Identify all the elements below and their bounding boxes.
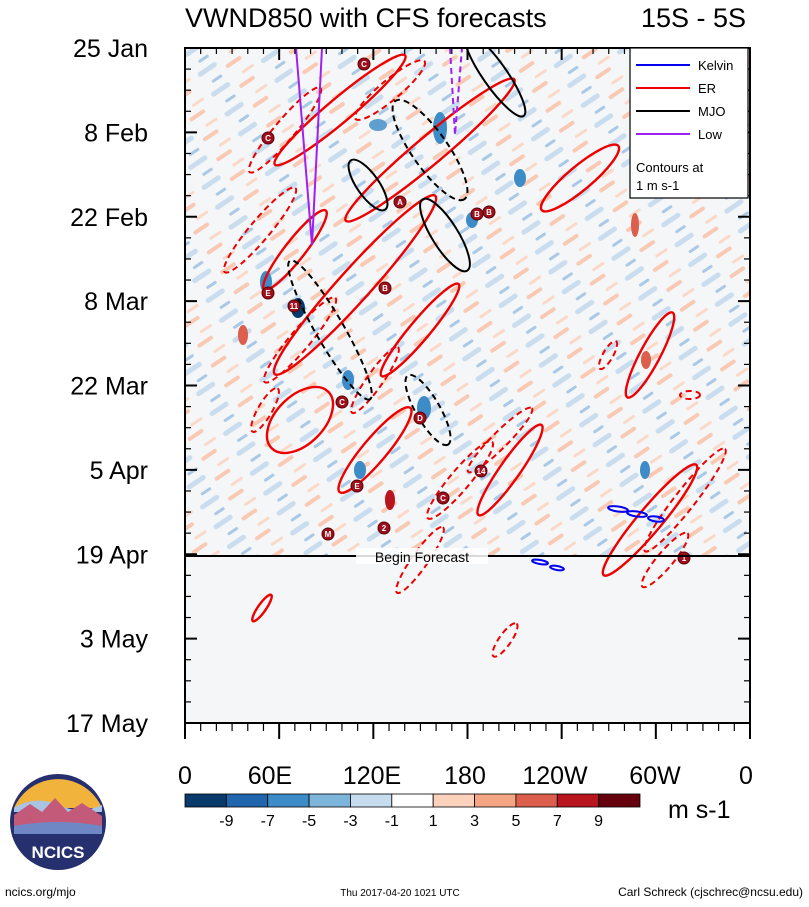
colorbar-swatch (184, 793, 227, 808)
colorbar-swatch (308, 793, 351, 808)
x-tick-label: 120W (522, 762, 588, 790)
chart-title: VWND850 with CFS forecasts (185, 3, 547, 33)
x-tick-label: 120E (343, 762, 401, 790)
legend-note-line1: Contours at (636, 160, 704, 175)
colorbar-label: -5 (302, 813, 316, 830)
legend-label-mjo: MJO (698, 104, 725, 119)
svg-text:C: C (440, 494, 446, 503)
ncics-logo: NCICS (10, 774, 106, 870)
y-tick-label: 3 May (80, 626, 149, 654)
svg-text:11: 11 (290, 302, 299, 311)
y-tick-label: 8 Feb (84, 119, 148, 147)
y-tick-label: 5 Apr (90, 457, 148, 485)
tc-marker: E (350, 479, 364, 493)
x-tick-label: 180 (444, 762, 486, 790)
legend: Kelvin ER MJO Low Contours at 1 m s-1 (629, 47, 749, 199)
svg-text:1: 1 (682, 554, 687, 563)
colorbar-swatch (515, 793, 558, 808)
svg-text:E: E (265, 289, 271, 298)
kelvin-contours (531, 505, 665, 572)
x-axis: 0 60E 120E 180 120W 60W 0 (178, 48, 753, 790)
svg-text:C: C (265, 134, 271, 143)
svg-text:2: 2 (382, 524, 387, 533)
colorbar-label: -3 (343, 813, 357, 830)
colorbar: -9 -7 -5 -3 -1 1 3 5 7 9 (184, 793, 641, 830)
footer-timestamp: Thu 2017-04-20 1021 UTC (340, 888, 460, 899)
y-tick-label: 22 Mar (70, 373, 148, 401)
colorbar-swatch (598, 793, 641, 808)
colorbar-label: 1 (429, 813, 438, 830)
colorbar-label: 5 (511, 813, 520, 830)
low-contours-negative (449, 48, 463, 136)
svg-text:D: D (417, 414, 423, 423)
colorbar-label: 9 (594, 813, 603, 830)
colorbar-swatch (391, 793, 434, 808)
colorbar-swatch (350, 793, 393, 808)
colorbar-label: 7 (553, 813, 562, 830)
y-tick-label: 25 Jan (73, 35, 148, 63)
tc-marker: B (470, 207, 484, 221)
tc-marker: 14 (474, 464, 488, 478)
mjo-contours (347, 48, 527, 273)
tc-marker: C (436, 491, 450, 505)
tc-marker: E (261, 286, 275, 300)
chart-subtitle: 15S - 5S (641, 3, 746, 33)
x-tick-label: 0 (178, 762, 192, 790)
tc-marker: M (321, 527, 335, 541)
forecast-anomaly-field (185, 556, 750, 723)
legend-label-er: ER (698, 81, 716, 96)
tc-marker: C (261, 131, 275, 145)
tc-marker: C (357, 57, 371, 71)
svg-text:B: B (486, 208, 492, 217)
colorbar-label: 3 (470, 813, 479, 830)
x-tick-label: 60W (629, 762, 681, 790)
colorbar-label: -1 (385, 813, 399, 830)
colorbar-swatch (267, 793, 310, 808)
colorbar-swatch (474, 793, 517, 808)
x-tick-label: 60E (248, 762, 292, 790)
svg-text:B: B (474, 210, 480, 219)
y-axis: 25 Jan 8 Feb 22 Feb 8 Mar 22 Mar 5 Apr 19 Apr 3… (66, 35, 750, 738)
colorbar-label: -7 (261, 813, 275, 830)
svg-text:C: C (361, 60, 367, 69)
tc-marker: B (482, 205, 496, 219)
tc-marker: 2 (377, 521, 391, 535)
tc-marker: B (378, 281, 392, 295)
svg-text:14: 14 (477, 467, 486, 476)
tc-marker: 11 (287, 299, 301, 313)
x-tick-label: 0 (739, 762, 753, 790)
forecast-label-bg (356, 548, 488, 564)
legend-label-kelvin: Kelvin (698, 58, 733, 73)
tc-marker: C (335, 395, 349, 409)
colorbar-label: -9 (219, 813, 233, 830)
tc-marker: A (393, 195, 407, 209)
y-tick-label: 17 May (66, 710, 148, 738)
colorbar-unit: m s-1 (668, 796, 731, 824)
colorbar-swatch (556, 793, 600, 808)
colorbar-swatch (225, 793, 269, 808)
low-contours (295, 48, 323, 246)
y-tick-label: 19 Apr (76, 541, 148, 569)
svg-text:B: B (382, 284, 388, 293)
svg-text:A: A (397, 198, 403, 207)
tc-marker: 1 (677, 551, 691, 565)
y-tick-label: 22 Feb (70, 204, 148, 232)
svg-text:C: C (339, 398, 345, 407)
legend-note-line2: 1 m s-1 (636, 178, 679, 193)
svg-text:E: E (354, 482, 360, 491)
tc-marker: D (413, 411, 427, 425)
y-tick-label: 8 Mar (84, 288, 148, 316)
colorbar-swatch (432, 793, 475, 808)
forecast-label: Begin Forecast (375, 549, 469, 565)
footer-author: Carl Schreck (cjschrec@ncsu.edu) (618, 885, 803, 899)
logo-text: NCICS (32, 843, 85, 862)
legend-label-low: Low (698, 127, 722, 142)
svg-text:M: M (325, 530, 332, 539)
footer-url: ncics.org/mjo (5, 885, 76, 899)
